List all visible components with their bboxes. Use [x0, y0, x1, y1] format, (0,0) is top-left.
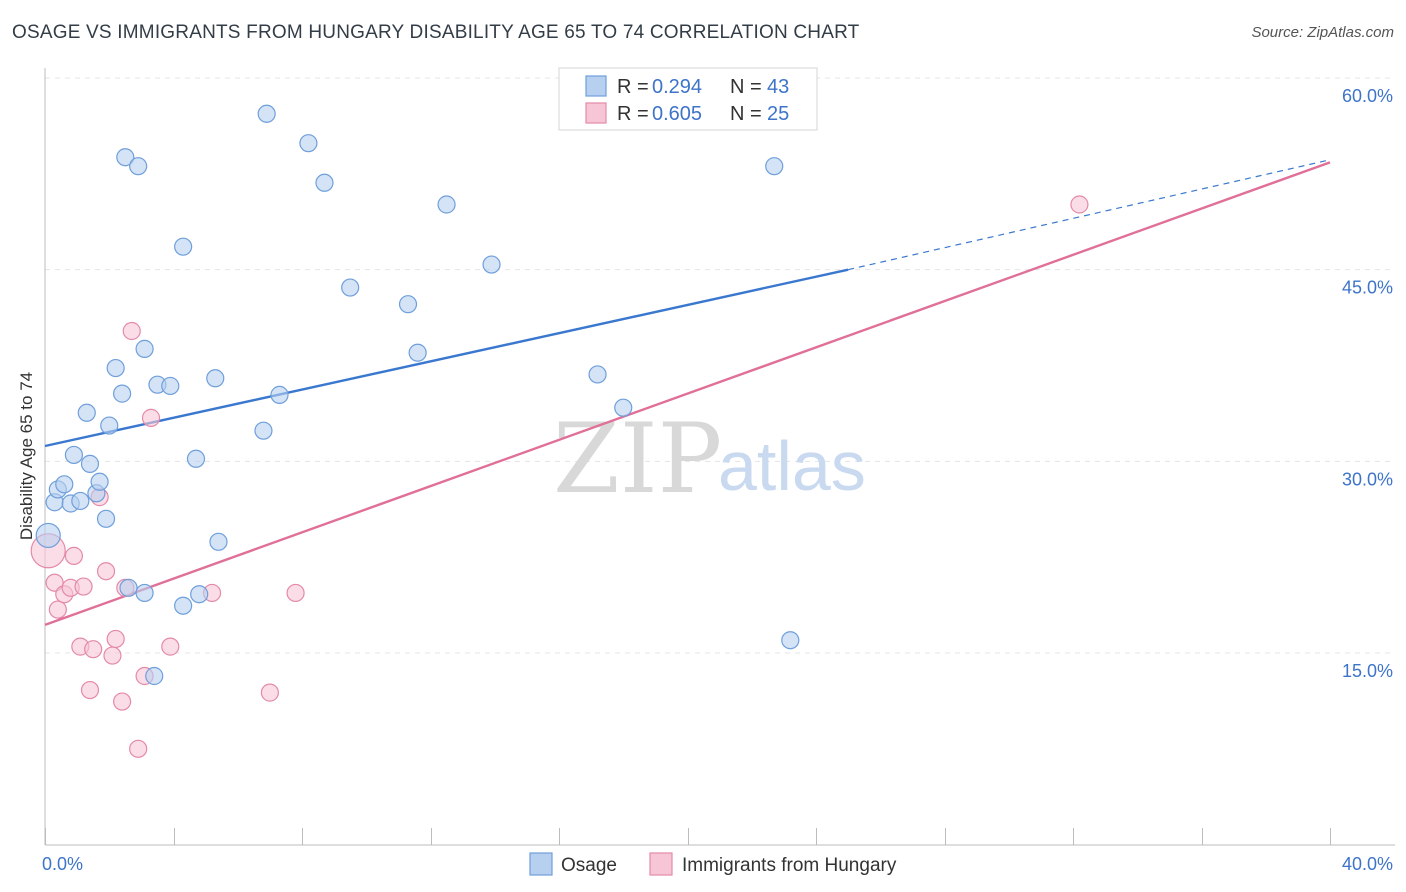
- osage-point-42: [781, 631, 800, 650]
- legend-n-value-2: 25: [767, 103, 789, 125]
- watermark: ZIP atlas: [553, 403, 866, 515]
- osage-point-31: [270, 385, 289, 404]
- osage-point-36: [408, 343, 427, 362]
- x-ticks: [45, 828, 1331, 845]
- legend-r-label-2: R =: [617, 103, 649, 125]
- osage-point-14: [112, 384, 132, 403]
- osage-point-30: [257, 104, 276, 123]
- legend: R = 0.294 N = 43 R = 0.605 N = 25: [558, 67, 818, 131]
- osage-point-33: [315, 173, 334, 192]
- hungary-point-24: [1070, 195, 1089, 214]
- osage-trend-line: [44, 268, 849, 448]
- osage-point-28: [209, 532, 228, 551]
- y-tick-label-1: 30.0%: [1342, 469, 1393, 489]
- osage-point-12: [100, 416, 119, 435]
- osage-point-39: [588, 365, 607, 384]
- hungary-point-7: [74, 577, 93, 596]
- legend-n-label-2: N =: [730, 103, 762, 125]
- osage-point-40: [614, 398, 633, 417]
- legend-swatch-hungary: [585, 102, 607, 124]
- osage-point-18: [135, 339, 154, 358]
- osage-point-34: [341, 278, 360, 297]
- osage-point-20: [145, 666, 164, 686]
- legend-r-value-1: 0.294: [652, 76, 702, 98]
- hungary-point-12: [103, 646, 122, 665]
- hungary-point-19: [141, 408, 161, 427]
- bottom-legend: Osage Immigrants from Hungary: [529, 852, 897, 876]
- y-tick-label-3: 60.0%: [1342, 86, 1393, 106]
- legend-r-label-1: R =: [617, 76, 649, 98]
- osage-point-13: [106, 358, 125, 378]
- osage-point-19: [135, 583, 154, 603]
- osage-point-7: [77, 403, 96, 422]
- hungary-point-13: [106, 629, 125, 649]
- osage-point-5: [64, 445, 84, 465]
- y-tick-labels: 15.0% 30.0% 45.0% 60.0%: [1342, 86, 1393, 681]
- watermark-atlas: atlas: [718, 427, 866, 505]
- osage-point-15: [116, 148, 135, 167]
- bottom-legend-label-osage: Osage: [561, 855, 617, 876]
- series-osage-points: [35, 104, 800, 686]
- osage-point-35: [398, 295, 418, 314]
- osage-point-24: [174, 237, 193, 256]
- osage-point-10: [90, 472, 109, 491]
- osage-point-38: [482, 255, 501, 274]
- osage-point-41: [765, 157, 784, 176]
- chart-title: OSAGE VS IMMIGRANTS FROM HUNGARY DISABIL…: [12, 22, 860, 43]
- hungary-point-14: [112, 692, 132, 711]
- osage-point-26: [190, 585, 209, 604]
- y-tick-label-0: 15.0%: [1342, 661, 1393, 681]
- legend-swatch-osage: [585, 75, 607, 97]
- osage-point-32: [299, 134, 318, 153]
- hungary-point-9: [84, 640, 103, 659]
- hungary-point-20: [161, 637, 180, 656]
- osage-point-3: [55, 475, 74, 494]
- hungary-point-5: [64, 546, 84, 565]
- bottom-legend-swatch-hungary: [649, 852, 673, 876]
- osage-point-29: [254, 421, 273, 440]
- watermark-zip: ZIP: [553, 403, 722, 515]
- y-axis-title: Disability Age 65 to 74: [17, 372, 36, 540]
- hungary-point-11: [96, 562, 116, 581]
- trend-lines: [44, 159, 1331, 627]
- osage-point-17: [129, 157, 148, 176]
- legend-r-value-2: 0.605: [652, 103, 702, 125]
- osage-point-16: [119, 578, 138, 597]
- legend-n-label-1: N =: [730, 76, 762, 98]
- hungary-point-2: [48, 600, 67, 619]
- osage-point-23: [174, 596, 193, 615]
- gridlines: [45, 77, 1395, 654]
- hungary-trend-line: [44, 161, 1331, 627]
- bottom-legend-swatch-osage: [529, 852, 553, 876]
- osage-point-37: [437, 195, 456, 214]
- osage-point-8: [80, 454, 100, 473]
- hungary-point-16: [122, 321, 141, 341]
- osage-trend-extension: [847, 159, 1331, 271]
- y-tick-label-2: 45.0%: [1342, 278, 1393, 298]
- hungary-point-23: [286, 583, 305, 603]
- hungary-point-17: [129, 739, 148, 758]
- osage-point-27: [206, 369, 225, 388]
- osage-point-11: [96, 509, 116, 528]
- osage-point-22: [161, 376, 180, 396]
- source-label: Source: ZipAtlas.com: [1251, 24, 1394, 41]
- legend-n-value-1: 43: [767, 76, 789, 98]
- osage-point-6: [71, 491, 90, 511]
- osage-point-0: [35, 522, 61, 549]
- osage-point-25: [186, 449, 206, 468]
- x-tick-label-1: 40.0%: [1342, 854, 1393, 874]
- x-tick-label-0: 0.0%: [42, 854, 83, 874]
- hungary-point-8: [80, 680, 100, 700]
- bottom-legend-label-hungary: Immigrants from Hungary: [682, 855, 897, 876]
- hungary-point-22: [260, 683, 279, 702]
- x-tick-labels: 0.0% 40.0%: [42, 854, 1393, 874]
